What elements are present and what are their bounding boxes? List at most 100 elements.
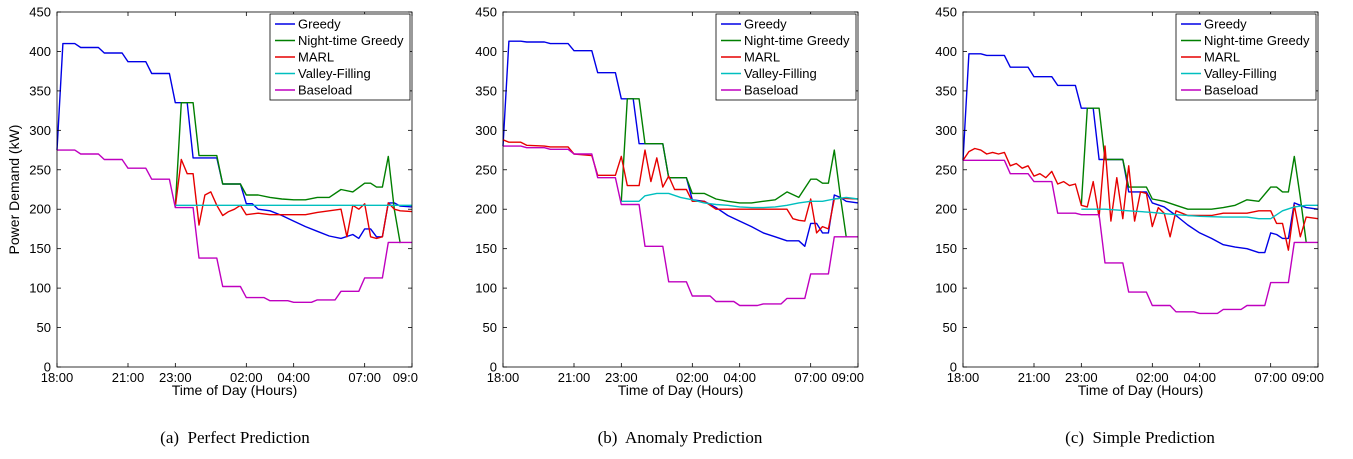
x-tick-label: 04:00: [277, 370, 310, 385]
x-tick-label: 02:00: [1136, 370, 1169, 385]
x-axis-label: Time of Day (Hours): [172, 382, 298, 398]
series-layer: [56, 42, 413, 303]
x-axis-label: Time of Day (Hours): [1078, 382, 1204, 398]
series-line-valley-filling: [621, 192, 859, 209]
y-tick-label: 400: [935, 44, 957, 59]
plot-frame: [502, 11, 859, 368]
plot-frame: [56, 11, 413, 368]
x-tick-label: 18:00: [947, 370, 980, 385]
series-line-baseload: [57, 149, 412, 303]
y-tick-label: 350: [475, 83, 497, 98]
x-tick-label: 07:00: [794, 370, 827, 385]
plot-frame: [962, 11, 1319, 368]
legend-entry: Valley-Filling: [1204, 66, 1277, 81]
series-line-greedy: [962, 53, 1319, 254]
y-tick-label: 150: [475, 241, 497, 256]
y-tick-label: 300: [935, 123, 957, 138]
series-line-night-time-greedy: [620, 98, 847, 237]
y-tick-label: 400: [475, 44, 497, 59]
x-tick-label: 23:00: [1065, 370, 1098, 385]
y-tick-label: 0: [490, 360, 497, 375]
y-tick-label: 0: [950, 360, 957, 375]
y-tick-label: 300: [29, 123, 51, 138]
x-tick-label: 07:00: [1254, 370, 1287, 385]
x-tick-label: 02:00: [230, 370, 263, 385]
y-tick-label: 0: [44, 360, 51, 375]
x-tick-label: 07:00: [348, 370, 381, 385]
series-layer: [502, 40, 859, 307]
y-tick-label: 250: [29, 162, 51, 177]
y-tick-label: 50: [943, 320, 957, 335]
x-tick-label: 21:00: [1018, 370, 1051, 385]
legend-entry: MARL: [744, 50, 780, 65]
series-line-baseload: [503, 145, 858, 307]
y-tick-label: 450: [935, 5, 957, 20]
legend-entry: Baseload: [744, 83, 798, 98]
y-tick-label: 150: [29, 241, 51, 256]
series-line-night-time-greedy: [1080, 107, 1307, 243]
legend-entry: Baseload: [1204, 83, 1258, 98]
y-tick-label: 450: [475, 5, 497, 20]
x-axis-label: Time of Day (Hours): [618, 382, 744, 398]
series-line-night-time-greedy: [174, 102, 401, 244]
y-tick-label: 200: [935, 202, 957, 217]
subfigure-caption: (c) Simple Prediction: [1065, 428, 1215, 447]
legend-entry: Baseload: [298, 83, 352, 98]
series-line-greedy: [502, 40, 859, 247]
series-line-greedy: [56, 42, 413, 240]
y-tick-label: 200: [475, 202, 497, 217]
legend-entry: Night-time Greedy: [298, 33, 404, 48]
chart-panel-a: 0 50 100 150 200 250 300 350 400 450 18:00 21:00 23:…: [6, 5, 418, 448]
y-tick-label: 100: [29, 281, 51, 296]
series-line-marl: [962, 145, 1319, 251]
y-tick-label: 250: [935, 162, 957, 177]
y-tick-label: 350: [29, 83, 51, 98]
series-line-valley-filling: [1081, 204, 1318, 220]
x-tick-label: 04:00: [1183, 370, 1216, 385]
chart-panel-b: 0 50 100 150 200 250 300 350 400 450 18:00 21:00 23:…: [475, 5, 864, 448]
x-tick-label: 18:00: [487, 370, 520, 385]
legend-entry: Night-time Greedy: [744, 33, 850, 48]
legend-entry: Valley-Filling: [744, 66, 817, 81]
x-tick-label: 18:00: [41, 370, 74, 385]
y-tick-label: 350: [935, 83, 957, 98]
y-tick-label: 400: [29, 44, 51, 59]
series-line-marl: [174, 158, 413, 240]
legend-entry: Greedy: [298, 17, 341, 32]
legend-entry: Night-time Greedy: [1204, 33, 1310, 48]
x-tick-label: 09:00: [1291, 370, 1324, 385]
x-tick-label: 23:00: [605, 370, 638, 385]
legend-entry: Greedy: [1204, 17, 1247, 32]
y-tick-label: 50: [37, 320, 51, 335]
y-tick-label: 100: [475, 281, 497, 296]
y-tick-label: 250: [475, 162, 497, 177]
legend-entry: MARL: [298, 50, 334, 65]
x-tick-label: 04:00: [723, 370, 756, 385]
x-tick-label: 09:00: [831, 370, 864, 385]
x-tick-label: 21:00: [112, 370, 145, 385]
y-tick-label: 100: [935, 281, 957, 296]
y-tick-label: 200: [29, 202, 51, 217]
legend-entry: Greedy: [744, 17, 787, 32]
x-tick-label: 09:0: [393, 370, 418, 385]
y-tick-label: 50: [483, 320, 497, 335]
x-tick-label: 02:00: [676, 370, 709, 385]
y-tick-label: 300: [475, 123, 497, 138]
x-tick-label: 21:00: [558, 370, 591, 385]
legend-entry: Valley-Filling: [298, 66, 371, 81]
series-line-marl: [502, 139, 859, 234]
chart-panel-c: 0 50 100 150 200 250 300 350 400 450 18:00 21:00 23:…: [935, 5, 1324, 448]
series-layer: [962, 53, 1319, 315]
x-tick-label: 23:00: [159, 370, 192, 385]
legend-entry: MARL: [1204, 50, 1240, 65]
y-tick-label: 450: [29, 5, 51, 20]
series-line-baseload: [963, 159, 1318, 315]
y-axis-label: Power Demand (kW): [6, 125, 22, 255]
subfigure-caption: (a) Perfect Prediction: [160, 428, 310, 447]
subfigure-caption: (b) Anomaly Prediction: [598, 428, 763, 447]
